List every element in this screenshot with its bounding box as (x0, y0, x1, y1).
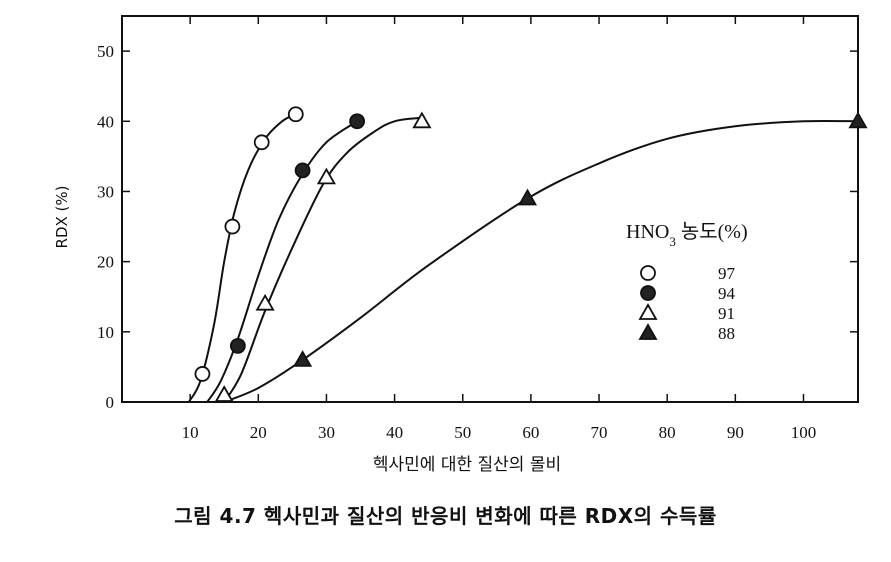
data-point-97 (224, 218, 241, 235)
x-tick-label: 90 (727, 423, 744, 442)
y-tick-label: 0 (106, 393, 115, 412)
series-markers (194, 106, 868, 402)
data-point-94 (294, 162, 311, 179)
data-point-88 (848, 111, 868, 129)
x-tick-label: 30 (318, 423, 335, 442)
x-tick-label: 60 (522, 423, 539, 442)
data-point-97 (194, 366, 211, 382)
y-axis: 0 10 20 30 40 50 (97, 42, 858, 412)
y-tick-label: 40 (97, 112, 114, 131)
y-tick-label: 50 (97, 42, 114, 61)
data-point-94 (229, 337, 246, 354)
y-axis-label: RDX (%) (53, 186, 71, 249)
series-94-curve (206, 120, 358, 403)
legend-label-94: 94 (718, 284, 736, 303)
data-point-97 (253, 134, 270, 151)
series-97-curve (187, 113, 297, 403)
y-tick-label: 30 (97, 182, 114, 201)
data-point-91 (412, 111, 432, 129)
data-point-97 (287, 106, 304, 123)
figure-caption: 그림 4.7 헥사민과 질산의 반응비 변화에 따른 RDX의 수득률 (174, 504, 717, 528)
legend-marker-91 (638, 303, 658, 320)
chart: 0 10 20 30 40 50 10 20 30 40 50 60 70 80 90 100 RDX (%… (53, 15, 868, 475)
data-point-88 (517, 188, 538, 206)
x-tick-label: 80 (659, 423, 676, 442)
series-88-curve (223, 119, 859, 403)
x-axis: 10 20 30 40 50 60 70 80 90 100 (182, 16, 817, 442)
y-tick-label: 10 (97, 323, 114, 342)
data-point-88 (293, 350, 313, 367)
data-point-91 (316, 167, 336, 185)
legend-marker-94 (640, 285, 656, 301)
x-tick-label: 20 (250, 423, 267, 442)
series-curves (187, 113, 859, 403)
x-axis-label: 헥사민에 대한 질산의 몰비 (373, 455, 561, 475)
data-point-91 (255, 293, 275, 311)
x-tick-label: 40 (386, 423, 403, 442)
x-tick-label: 70 (591, 423, 608, 442)
legend-title: HNO3 농도(%) (626, 221, 748, 249)
legend-label-88: 88 (718, 324, 735, 343)
legend-label-91: 91 (718, 304, 735, 323)
x-tick-label: 100 (791, 423, 817, 442)
x-tick-label: 10 (182, 423, 199, 442)
x-tick-label: 50 (454, 423, 471, 442)
legend-label-97: 97 (718, 264, 736, 283)
y-tick-label: 20 (97, 253, 114, 272)
legend-marker-97 (640, 265, 656, 281)
legend-marker-88 (638, 323, 658, 340)
data-point-91 (214, 385, 234, 402)
series-91-curve (223, 116, 423, 403)
data-point-94 (349, 113, 366, 130)
plot-frame (121, 15, 859, 403)
